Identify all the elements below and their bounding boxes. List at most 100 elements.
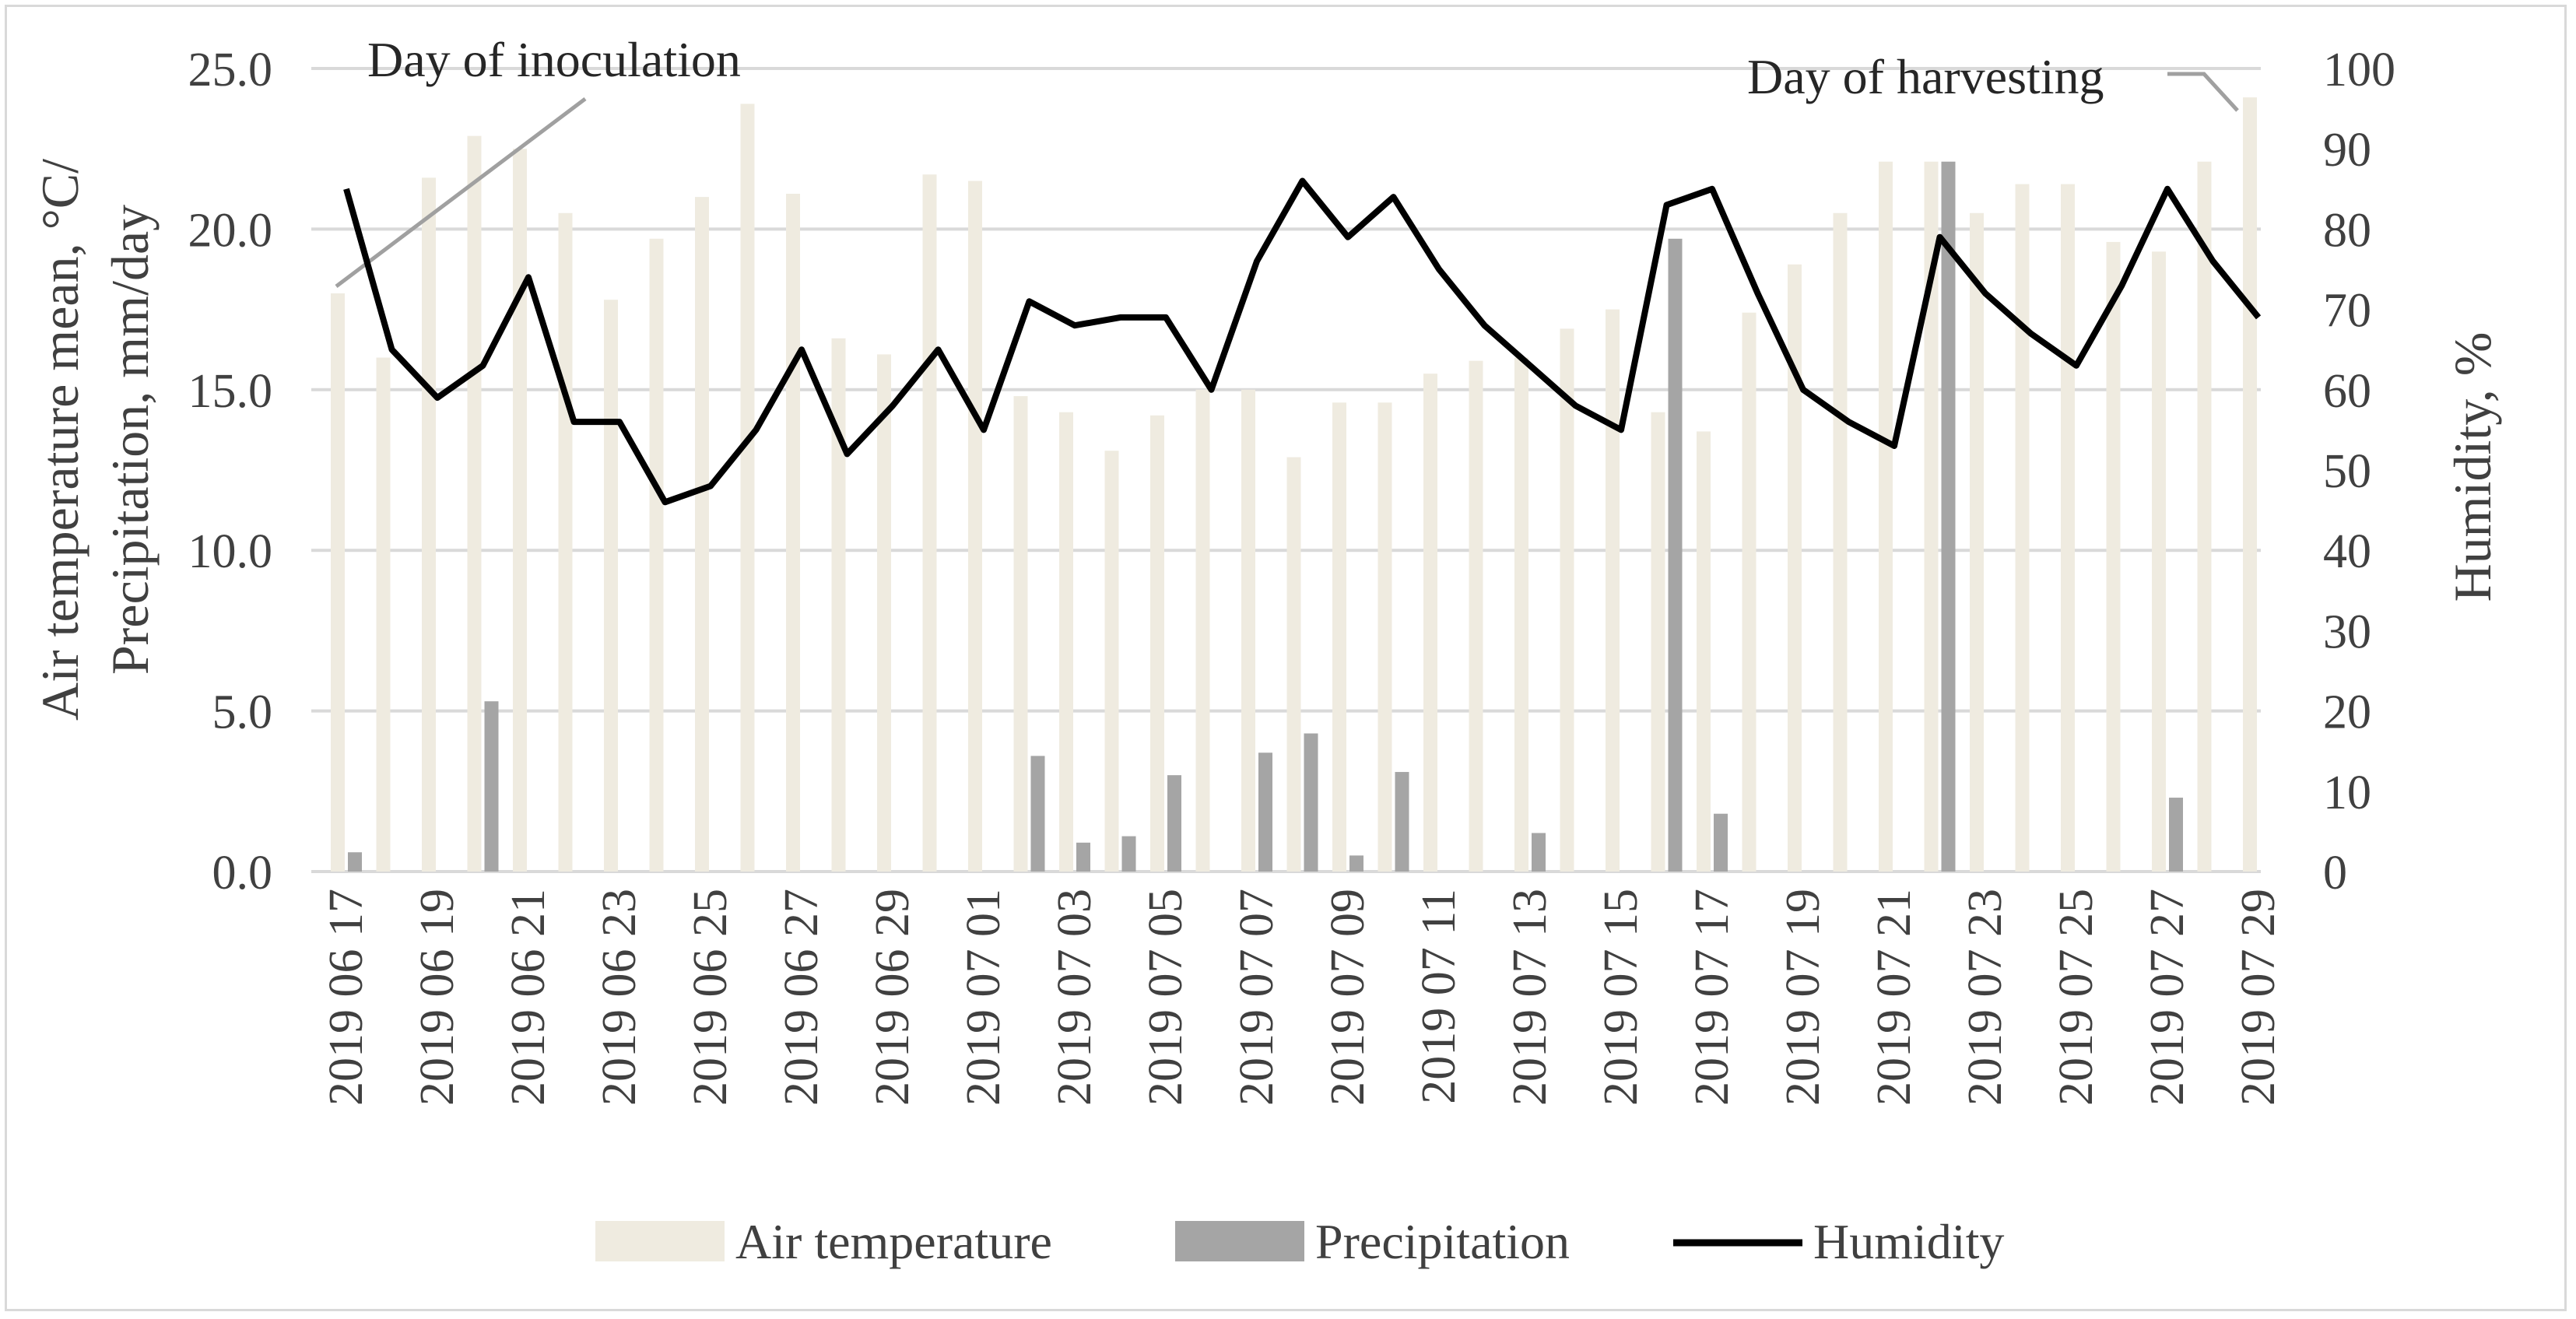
precipitation-bar xyxy=(1714,813,1728,872)
left-tick-label: 10.0 xyxy=(188,525,273,578)
legend-label-air-temperature: Air temperature xyxy=(735,1214,1052,1269)
air-temperature-bar xyxy=(376,357,391,872)
air-temperature-bar xyxy=(1423,374,1437,872)
right-axis-ticks: 0 10 20 30 40 50 60 70 80 90 100 xyxy=(2323,44,2395,900)
x-tick-label: 2019 07 23 xyxy=(1959,889,2012,1106)
left-axis-title-line2: Precipitation, mm/day xyxy=(100,205,160,675)
legend: Air temperature Precipitation Humidity xyxy=(595,1214,2004,1269)
air-temperature-bar xyxy=(1469,360,1483,872)
air-temperature-bar xyxy=(2106,241,2121,872)
right-tick-label: 20 xyxy=(2323,686,2371,739)
gridlines xyxy=(311,67,2261,873)
x-tick-label: 2019 07 11 xyxy=(1413,889,1465,1104)
harvesting-leader xyxy=(2167,72,2239,112)
air-temperature-bar xyxy=(2152,251,2166,872)
left-axis-title-line1: Air temperature mean, °C/ xyxy=(30,159,89,721)
air-temperature-bar xyxy=(2243,97,2257,872)
x-tick-label: 2019 07 07 xyxy=(1230,889,1283,1106)
x-tick-label: 2019 06 23 xyxy=(593,889,646,1106)
air-temperature-bar xyxy=(1286,457,1301,872)
x-tick-label: 2019 06 17 xyxy=(320,889,373,1106)
air-temperature-bar xyxy=(1651,412,1665,872)
air-temperature-bar xyxy=(467,135,482,872)
legend-swatch-air-temperature xyxy=(595,1221,725,1261)
air-temperature-bar xyxy=(1879,161,1893,872)
annotation-harvesting: Day of harvesting xyxy=(1747,49,2104,104)
air-temperature-bar xyxy=(1514,357,1528,872)
x-tick-label: 2019 06 29 xyxy=(866,889,919,1106)
legend-label-humidity: Humidity xyxy=(1813,1214,2004,1269)
left-tick-label: 5.0 xyxy=(212,686,273,739)
air-temperature-bar xyxy=(1150,415,1164,872)
precipitation-bar xyxy=(1076,842,1090,872)
x-tick-label: 2019 07 19 xyxy=(1777,889,1830,1106)
inoculation-leader xyxy=(335,97,587,288)
precipitation-bar xyxy=(1167,775,1181,872)
x-axis-ticks: 2019 06 17 2019 06 19 2019 06 21 2019 06 23… xyxy=(320,889,2285,1106)
x-tick-label: 2019 07 15 xyxy=(1595,889,1648,1106)
legend-label-precipitation: Precipitation xyxy=(1315,1214,1570,1269)
air-temperature-bar xyxy=(422,177,436,872)
right-tick-label: 70 xyxy=(2323,285,2371,338)
annotation-leaders xyxy=(335,72,2239,288)
x-tick-label: 2019 07 03 xyxy=(1048,889,1101,1106)
air-temperature-bar xyxy=(1697,431,1711,872)
humidity-polyline xyxy=(343,177,2262,506)
x-tick-label: 2019 06 21 xyxy=(502,889,555,1106)
air-temperature-bar xyxy=(1788,264,1802,872)
air-temperature-bar xyxy=(740,103,755,872)
precipitation-bar xyxy=(1349,855,1363,872)
precipitation-bar xyxy=(1668,238,1683,872)
air-temperature-bar xyxy=(1241,389,1255,872)
air-temperature-bar xyxy=(1606,309,1620,872)
right-tick-label: 60 xyxy=(2323,365,2371,418)
x-tick-label: 2019 07 09 xyxy=(1321,889,1374,1106)
x-tick-label: 2019 07 21 xyxy=(1868,889,1921,1106)
precipitation-bar xyxy=(484,701,499,872)
air-temperature-bar xyxy=(331,293,345,872)
x-tick-label: 2019 06 27 xyxy=(775,889,828,1106)
right-tick-label: 50 xyxy=(2323,445,2371,498)
air-temperature-bar xyxy=(1970,212,1984,872)
air-temperature-bar xyxy=(1377,402,1392,872)
left-tick-label: 25.0 xyxy=(188,44,273,96)
x-tick-label: 2019 07 27 xyxy=(2141,889,2194,1106)
air-temperature-bar xyxy=(2061,184,2075,872)
air-temperature-bar xyxy=(786,193,800,872)
air-temperature-bar xyxy=(877,354,891,872)
air-temperature-bars xyxy=(331,97,2257,872)
x-tick-label: 2019 06 19 xyxy=(411,889,464,1106)
precipitation-bar xyxy=(348,852,362,872)
left-tick-label: 20.0 xyxy=(188,204,273,257)
precipitation-bar xyxy=(2169,798,2183,872)
right-axis-title: Humidity, % xyxy=(2443,332,2502,602)
air-temperature-bar xyxy=(2015,184,2030,872)
air-temperature-bar xyxy=(831,338,846,872)
precipitation-bars xyxy=(348,161,2183,872)
x-tick-label: 2019 07 25 xyxy=(2050,889,2103,1106)
air-temperature-bar xyxy=(649,238,664,872)
right-tick-label: 10 xyxy=(2323,766,2371,819)
precipitation-bar xyxy=(1304,733,1318,872)
air-temperature-bar xyxy=(695,197,709,872)
precipitation-bar xyxy=(1121,836,1136,872)
air-temperature-bar xyxy=(604,300,618,872)
air-temperature-bar xyxy=(1013,396,1028,872)
chart-frame xyxy=(5,5,2567,1311)
right-tick-label: 80 xyxy=(2323,204,2371,257)
right-tick-label: 0 xyxy=(2323,847,2347,900)
right-tick-label: 30 xyxy=(2323,605,2371,658)
air-temperature-bar xyxy=(2197,161,2212,872)
right-tick-label: 100 xyxy=(2323,44,2395,96)
x-tick-label: 2019 07 29 xyxy=(2232,889,2285,1106)
precipitation-bar xyxy=(1395,772,1409,872)
air-temperature-bar xyxy=(1059,412,1073,872)
precipitation-bar xyxy=(1532,833,1546,872)
humidity-line xyxy=(343,177,2262,506)
air-temperature-bar xyxy=(558,212,573,872)
legend-swatch-precipitation xyxy=(1175,1221,1304,1261)
right-tick-label: 40 xyxy=(2323,525,2371,578)
air-temperature-bar xyxy=(1195,389,1210,872)
left-axis-ticks: 0.0 5.0 10.0 15.0 20.0 25.0 xyxy=(188,44,273,900)
